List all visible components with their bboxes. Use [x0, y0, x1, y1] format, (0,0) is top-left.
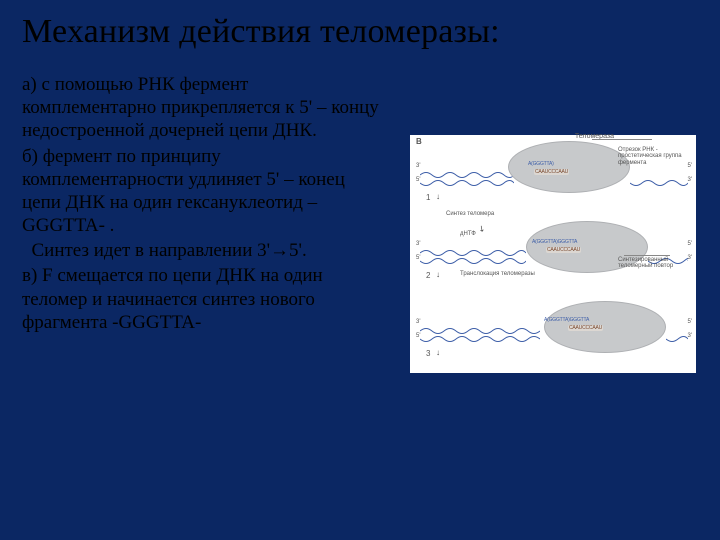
dna-strand-bottom-2	[420, 253, 526, 263]
dna-strand-top-2	[420, 245, 526, 255]
paragraph-c: Синтез идет в направлении 3'→5'.	[22, 239, 382, 262]
end-3-top-3: 3'	[416, 319, 420, 325]
text-column: а) с помощью РНК фермент комплементарно …	[22, 73, 382, 336]
stage-number-1: 1	[426, 193, 430, 202]
dna-strand-right-1	[630, 175, 688, 185]
dna-seq-mid-2: A(GGGTTA)GGGTTA	[532, 239, 577, 245]
end-3-top-1: 3'	[416, 163, 420, 169]
synthesis-label: Синтез теломера	[446, 211, 494, 217]
rna-seq-2: CAAUCCCAAU	[546, 247, 581, 253]
slide: Механизм действия теломеразы: а) с помощ…	[0, 0, 720, 540]
down-arrow-3: ↓	[436, 349, 440, 357]
dna-strand-bottom-3	[420, 331, 540, 341]
diagram-column: В A(GGGTTA) CAAUCCCAAU 3'	[410, 135, 696, 373]
lead-repeat	[624, 255, 670, 256]
dna-seq-long-3: A(GGGTTA)GGGTTA	[544, 317, 589, 323]
end-5-bottom-2: 5'	[416, 255, 420, 261]
end-3-bottom-3: 3'	[688, 333, 692, 339]
stage-number-3: 3	[426, 349, 430, 358]
rna-seq-3: CAAUCCCAAU	[568, 325, 603, 331]
end-5-top-3: 5'	[688, 319, 692, 325]
telomerase-blob-3	[544, 301, 666, 353]
end-5-bottom-1: 5'	[416, 177, 420, 183]
end-3-bottom-1: 3'	[688, 177, 692, 183]
translocation-label: Транслокация теломеразы	[460, 271, 535, 277]
dna-seq-short-1: A(GGGTTA)	[528, 161, 554, 167]
dntp-label: дНТФ	[460, 231, 476, 237]
dna-strand-top-1	[420, 167, 514, 177]
telomerase-diagram: В A(GGGTTA) CAAUCCCAAU 3'	[410, 135, 696, 373]
dntp-arrow: ↘	[476, 224, 486, 234]
rna-fragment-label: Отрезок РНК - простетическая группа ферм…	[618, 147, 690, 166]
end-5-bottom-3: 5'	[416, 333, 420, 339]
dna-strand-right-3	[666, 331, 688, 341]
content-row: а) с помощью РНК фермент комплементарно …	[22, 73, 698, 373]
slide-title: Механизм действия теломеразы:	[22, 12, 698, 51]
telomerase-blob-1	[508, 141, 630, 193]
end-3-top-2: 3'	[416, 241, 420, 247]
repeat-label: Синтезированный теломерный повтор	[618, 257, 690, 270]
dna-strand-bottom-1	[420, 175, 514, 185]
paragraph-d: в) F смещается по цепи ДНК на один телом…	[22, 264, 382, 334]
down-arrow-1: ↓	[436, 193, 440, 201]
end-5-top-2: 5'	[688, 241, 692, 247]
stage-1: A(GGGTTA) CAAUCCCAAU 3' 5' 5' 3' 1 ↓ Тел…	[420, 141, 688, 205]
paragraph-b: б) фермент по принципу комплементарности…	[22, 145, 382, 238]
down-arrow-2: ↓	[436, 271, 440, 279]
stage-2: A(GGGTTA)GGGTTA CAAUCCCAAU 3' 5' 5' 3' С…	[420, 219, 688, 283]
rna-seq-1: CAAUCCCAAU	[534, 169, 569, 175]
paragraph-a: а) с помощью РНК фермент комплементарно …	[22, 73, 382, 143]
stage-3: A(GGGTTA)GGGTTA CAAUCCCAAU 3' 5' 5' 3' 3…	[420, 297, 688, 361]
stage-number-2: 2	[426, 271, 430, 280]
lead-telomerase	[592, 139, 652, 140]
dna-strand-top-3	[420, 323, 540, 333]
